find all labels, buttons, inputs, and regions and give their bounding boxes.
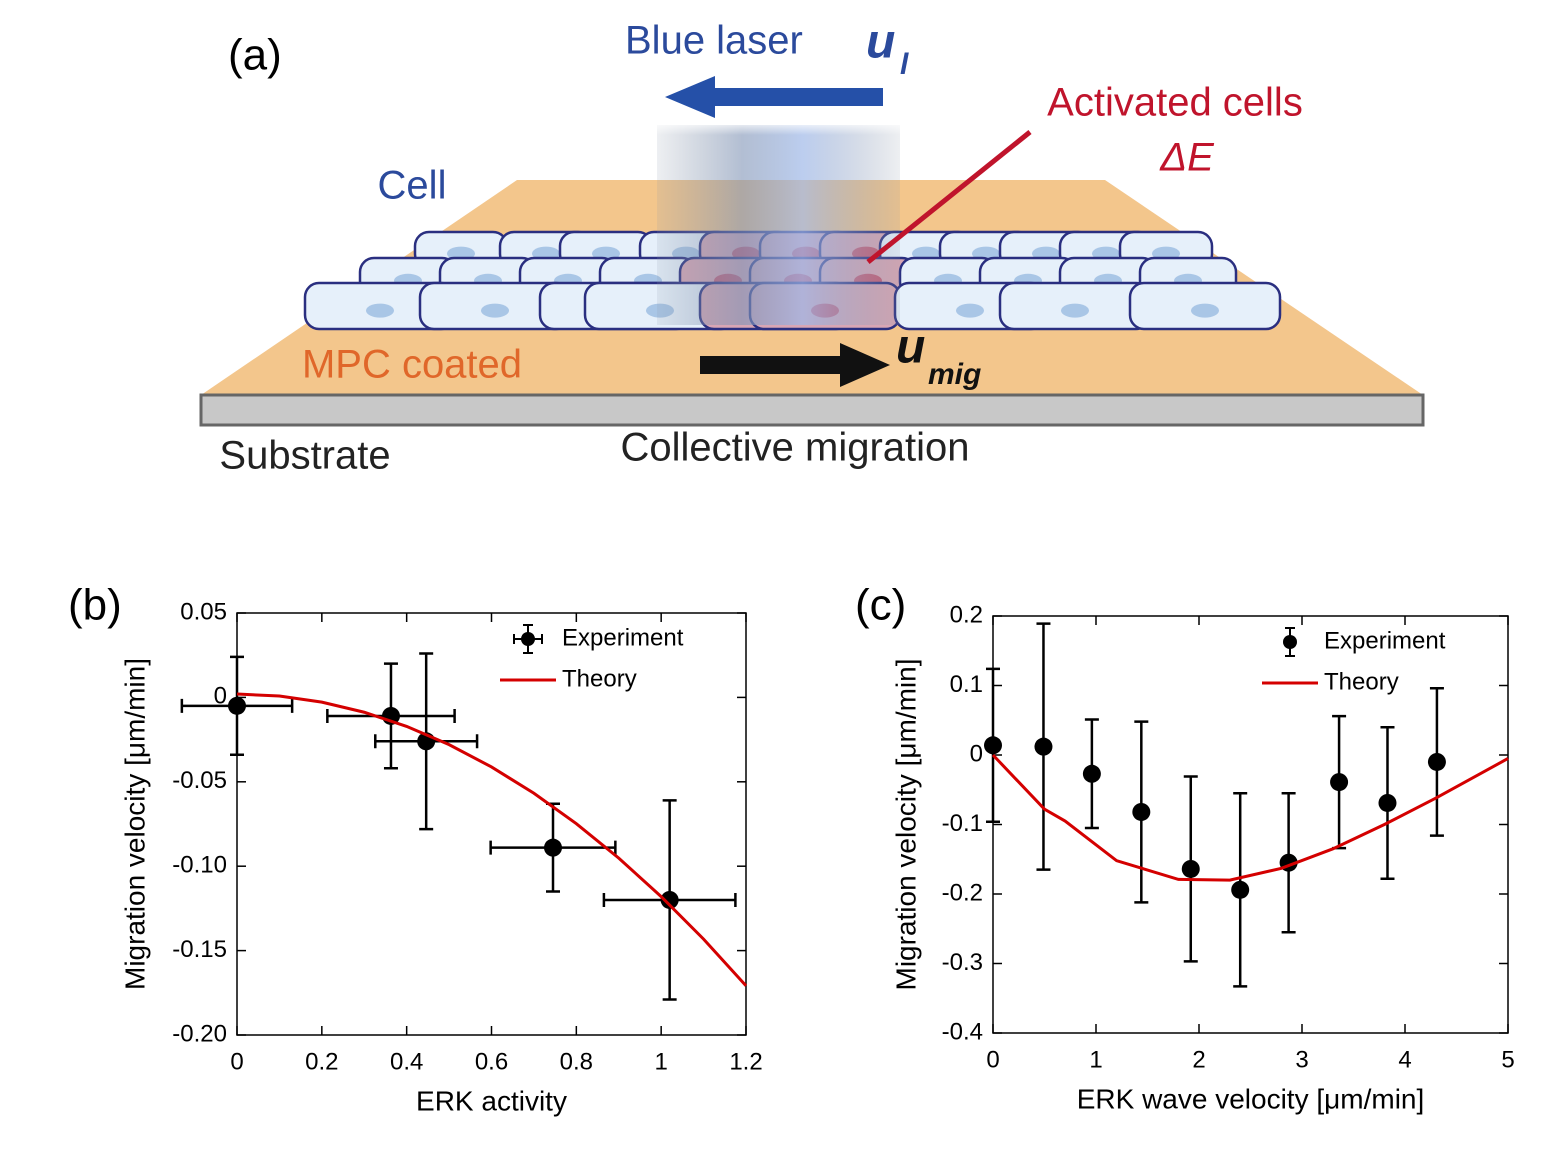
x-tick-label: 1 — [654, 1048, 667, 1075]
y-tick-label: -0.3 — [942, 949, 983, 976]
migration-arrow — [700, 343, 890, 387]
activated-symbol: ΔE — [1159, 136, 1215, 180]
y-tick-label: 0.2 — [950, 601, 983, 628]
x-tick-label: 0 — [986, 1046, 999, 1073]
y-axis-label: Migration velocity [μm/min] — [890, 659, 921, 991]
substrate — [199, 393, 1425, 427]
migration-symbol: u — [896, 321, 925, 374]
data-point — [1330, 773, 1349, 792]
x-tick-label: 2 — [1192, 1046, 1205, 1073]
diagram: (a) Blue laser u l Activated cells ΔE Ce… — [199, 16, 1425, 478]
x-tick-label: 4 — [1398, 1046, 1411, 1073]
theory-line — [991, 753, 1509, 882]
data-point — [984, 736, 1002, 755]
laser-symbol: u — [866, 16, 895, 69]
migration-label: Collective migration — [620, 426, 969, 470]
nucleus — [481, 303, 509, 318]
y-tick-label: -0.1 — [942, 810, 983, 837]
data-point — [544, 838, 563, 857]
y-tick-label: 0.1 — [950, 671, 983, 698]
data-point — [660, 890, 679, 909]
y-tick-label: -0.4 — [942, 1018, 983, 1045]
legend-label: Theory — [1324, 668, 1399, 695]
y-tick-label: -0.10 — [172, 852, 227, 879]
y-tick-label: -0.20 — [172, 1020, 227, 1047]
legend-label: Experiment — [1324, 627, 1446, 654]
nucleus — [1061, 303, 1089, 318]
y-tick-label: -0.2 — [942, 879, 983, 906]
nucleus — [366, 303, 394, 318]
panel-label: (b) — [68, 581, 122, 630]
y-axis-label: Migration velocity [μm/min] — [119, 658, 150, 990]
panel-label: (c) — [855, 581, 906, 630]
data-point — [1427, 752, 1446, 771]
laser-beam-top — [657, 120, 900, 180]
nucleus — [1191, 303, 1219, 318]
x-tick-label: 1.2 — [729, 1048, 762, 1075]
laser-arrow — [665, 76, 883, 118]
x-tick-label: 0.4 — [390, 1048, 423, 1075]
panel-label: (a) — [228, 31, 282, 80]
x-tick-label: 3 — [1295, 1046, 1308, 1073]
activated-label: Activated cells — [1047, 81, 1303, 125]
y-tick-label: -0.15 — [172, 936, 227, 963]
x-axis-label: ERK activity — [416, 1085, 567, 1116]
data-point — [228, 696, 246, 715]
legend-label: Experiment — [562, 624, 684, 651]
legend-errorbar — [513, 624, 543, 654]
y-tick-label: 0 — [214, 683, 227, 710]
y-tick-label: 0 — [970, 740, 983, 767]
y-tick-label: 0.05 — [180, 598, 227, 625]
y-tick-label: -0.05 — [172, 767, 227, 794]
legend-label: Theory — [562, 665, 637, 692]
x-axis-label: ERK wave velocity [μm/min] — [1077, 1083, 1425, 1114]
coating-label: MPC coated — [302, 343, 522, 387]
legend-errorbar — [1285, 627, 1295, 657]
data-point — [1034, 737, 1053, 756]
theory-line — [236, 692, 748, 987]
laser-subscript: l — [900, 48, 909, 81]
substrate-label: Substrate — [219, 434, 390, 478]
data-point — [1378, 793, 1397, 812]
data-point — [1181, 859, 1200, 878]
pointer-line — [866, 130, 1032, 264]
x-tick-label: 0 — [230, 1048, 243, 1075]
migration-subscript: mig — [928, 358, 981, 391]
x-tick-label: 0.2 — [305, 1048, 338, 1075]
data-point — [1082, 764, 1101, 783]
x-tick-label: 1 — [1089, 1046, 1102, 1073]
data-point — [1132, 802, 1151, 821]
nucleus — [956, 303, 984, 318]
cell-label: Cell — [378, 164, 447, 208]
laser-label: Blue laser — [625, 19, 803, 63]
x-tick-label: 0.6 — [475, 1048, 508, 1075]
data-point — [1231, 880, 1250, 899]
x-tick-label: 5 — [1501, 1046, 1514, 1073]
x-tick-label: 0.8 — [560, 1048, 593, 1075]
